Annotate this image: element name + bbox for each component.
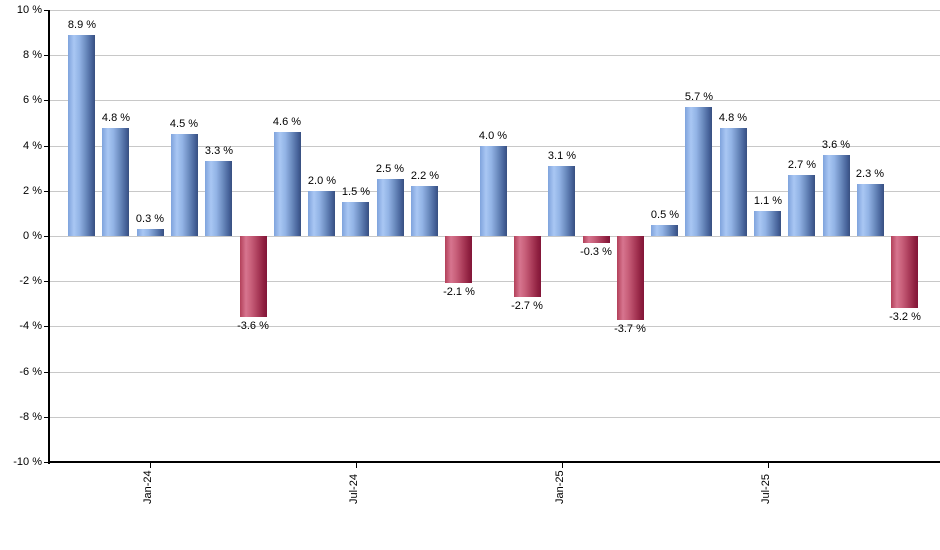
- bar-positive: [548, 166, 575, 236]
- bar-positive: [788, 175, 815, 236]
- bar-positive: [274, 132, 301, 236]
- y-axis-label: 8 %: [23, 49, 42, 61]
- y-axis-tick: [44, 55, 49, 56]
- y-axis-tick: [44, 417, 49, 418]
- bar-positive: [720, 128, 747, 236]
- bar-value-label: 4.8 %: [101, 112, 131, 124]
- gridline-0: [49, 236, 940, 237]
- bar-positive: [480, 146, 507, 236]
- bar-positive: [651, 225, 678, 236]
- bar-value-label: 1.1 %: [753, 195, 783, 207]
- x-axis-label: Jan-25: [554, 470, 566, 504]
- bar-negative: [617, 236, 644, 320]
- bar-positive: [205, 161, 232, 236]
- bar-negative: [445, 236, 472, 283]
- y-axis-label: -6 %: [19, 366, 42, 378]
- y-axis-label: 4 %: [23, 140, 42, 152]
- bar-negative: [583, 236, 610, 243]
- gridline-6: [49, 100, 940, 101]
- x-axis-label: Jul-24: [348, 474, 360, 504]
- bar-value-label: 2.2 %: [410, 170, 440, 182]
- bar-positive: [857, 184, 884, 236]
- bar-value-label: 4.6 %: [272, 116, 302, 128]
- bar-positive: [308, 191, 335, 236]
- x-axis-tick: [356, 463, 357, 468]
- bar-positive: [411, 186, 438, 236]
- bar-value-label: -3.2 %: [889, 311, 921, 323]
- bar-value-label: 4.8 %: [718, 112, 748, 124]
- bar-positive: [823, 155, 850, 236]
- bar-value-label: -2.7 %: [511, 300, 543, 312]
- bar-value-label: 2.3 %: [855, 168, 885, 180]
- bar-positive: [102, 128, 129, 236]
- gridline--8: [49, 417, 940, 418]
- bar-value-label: -2.1 %: [443, 286, 475, 298]
- y-axis-label: -2 %: [19, 275, 42, 287]
- bar-negative: [891, 236, 918, 308]
- y-axis-label: -8 %: [19, 411, 42, 423]
- y-axis-tick: [44, 372, 49, 373]
- bar-value-label: 3.3 %: [204, 145, 234, 157]
- y-axis-label: 6 %: [23, 94, 42, 106]
- x-axis-tick: [768, 463, 769, 468]
- bar-value-label: 0.5 %: [650, 209, 680, 221]
- y-axis-tick: [44, 462, 49, 463]
- bar-value-label: 4.5 %: [169, 118, 199, 130]
- y-axis-tick: [44, 191, 49, 192]
- gridline-8: [49, 55, 940, 56]
- bar-value-label: 2.5 %: [375, 163, 405, 175]
- y-axis-label: 0 %: [23, 230, 42, 242]
- gridline-10: [49, 10, 940, 11]
- bar-value-label: 5.7 %: [684, 91, 714, 103]
- bar-value-label: -3.7 %: [614, 323, 646, 335]
- y-axis-tick: [44, 326, 49, 327]
- bar-value-label: -0.3 %: [580, 246, 612, 258]
- bar-value-label: 2.7 %: [787, 159, 817, 171]
- x-axis-tick: [150, 463, 151, 468]
- y-axis-tick: [44, 236, 49, 237]
- y-axis-label: 10 %: [16, 4, 42, 16]
- bar-positive: [68, 35, 95, 236]
- bar-value-label: 8.9 %: [67, 19, 97, 31]
- bar-positive: [171, 134, 198, 236]
- y-axis-tick: [44, 100, 49, 101]
- y-axis-tick: [44, 281, 49, 282]
- y-axis-label: 2 %: [23, 185, 42, 197]
- bar-value-label: 3.6 %: [821, 139, 851, 151]
- bar-positive: [342, 202, 369, 236]
- x-axis-label: Jan-24: [142, 470, 154, 504]
- y-axis-tick: [44, 10, 49, 11]
- y-axis: [48, 10, 50, 464]
- bar-negative: [514, 236, 541, 297]
- bar-value-label: 0.3 %: [135, 213, 165, 225]
- x-axis-tick: [562, 463, 563, 468]
- y-axis-tick: [44, 146, 49, 147]
- y-axis-label: -10 %: [13, 456, 42, 468]
- bar-positive: [685, 107, 712, 236]
- bar-positive: [137, 229, 164, 236]
- bar-positive: [377, 179, 404, 236]
- bar-value-label: -3.6 %: [237, 320, 269, 332]
- bar-value-label: 1.5 %: [341, 186, 371, 198]
- x-axis: [48, 461, 940, 463]
- gridline--4: [49, 326, 940, 327]
- bar-value-label: 3.1 %: [547, 150, 577, 162]
- bar-positive: [754, 211, 781, 236]
- gridline--6: [49, 372, 940, 373]
- y-axis-label: -4 %: [19, 320, 42, 332]
- bar-value-label: 2.0 %: [307, 175, 337, 187]
- x-axis-label: Jul-25: [760, 474, 772, 504]
- bar-value-label: 4.0 %: [478, 130, 508, 142]
- bar-negative: [240, 236, 267, 317]
- gridline--2: [49, 281, 940, 282]
